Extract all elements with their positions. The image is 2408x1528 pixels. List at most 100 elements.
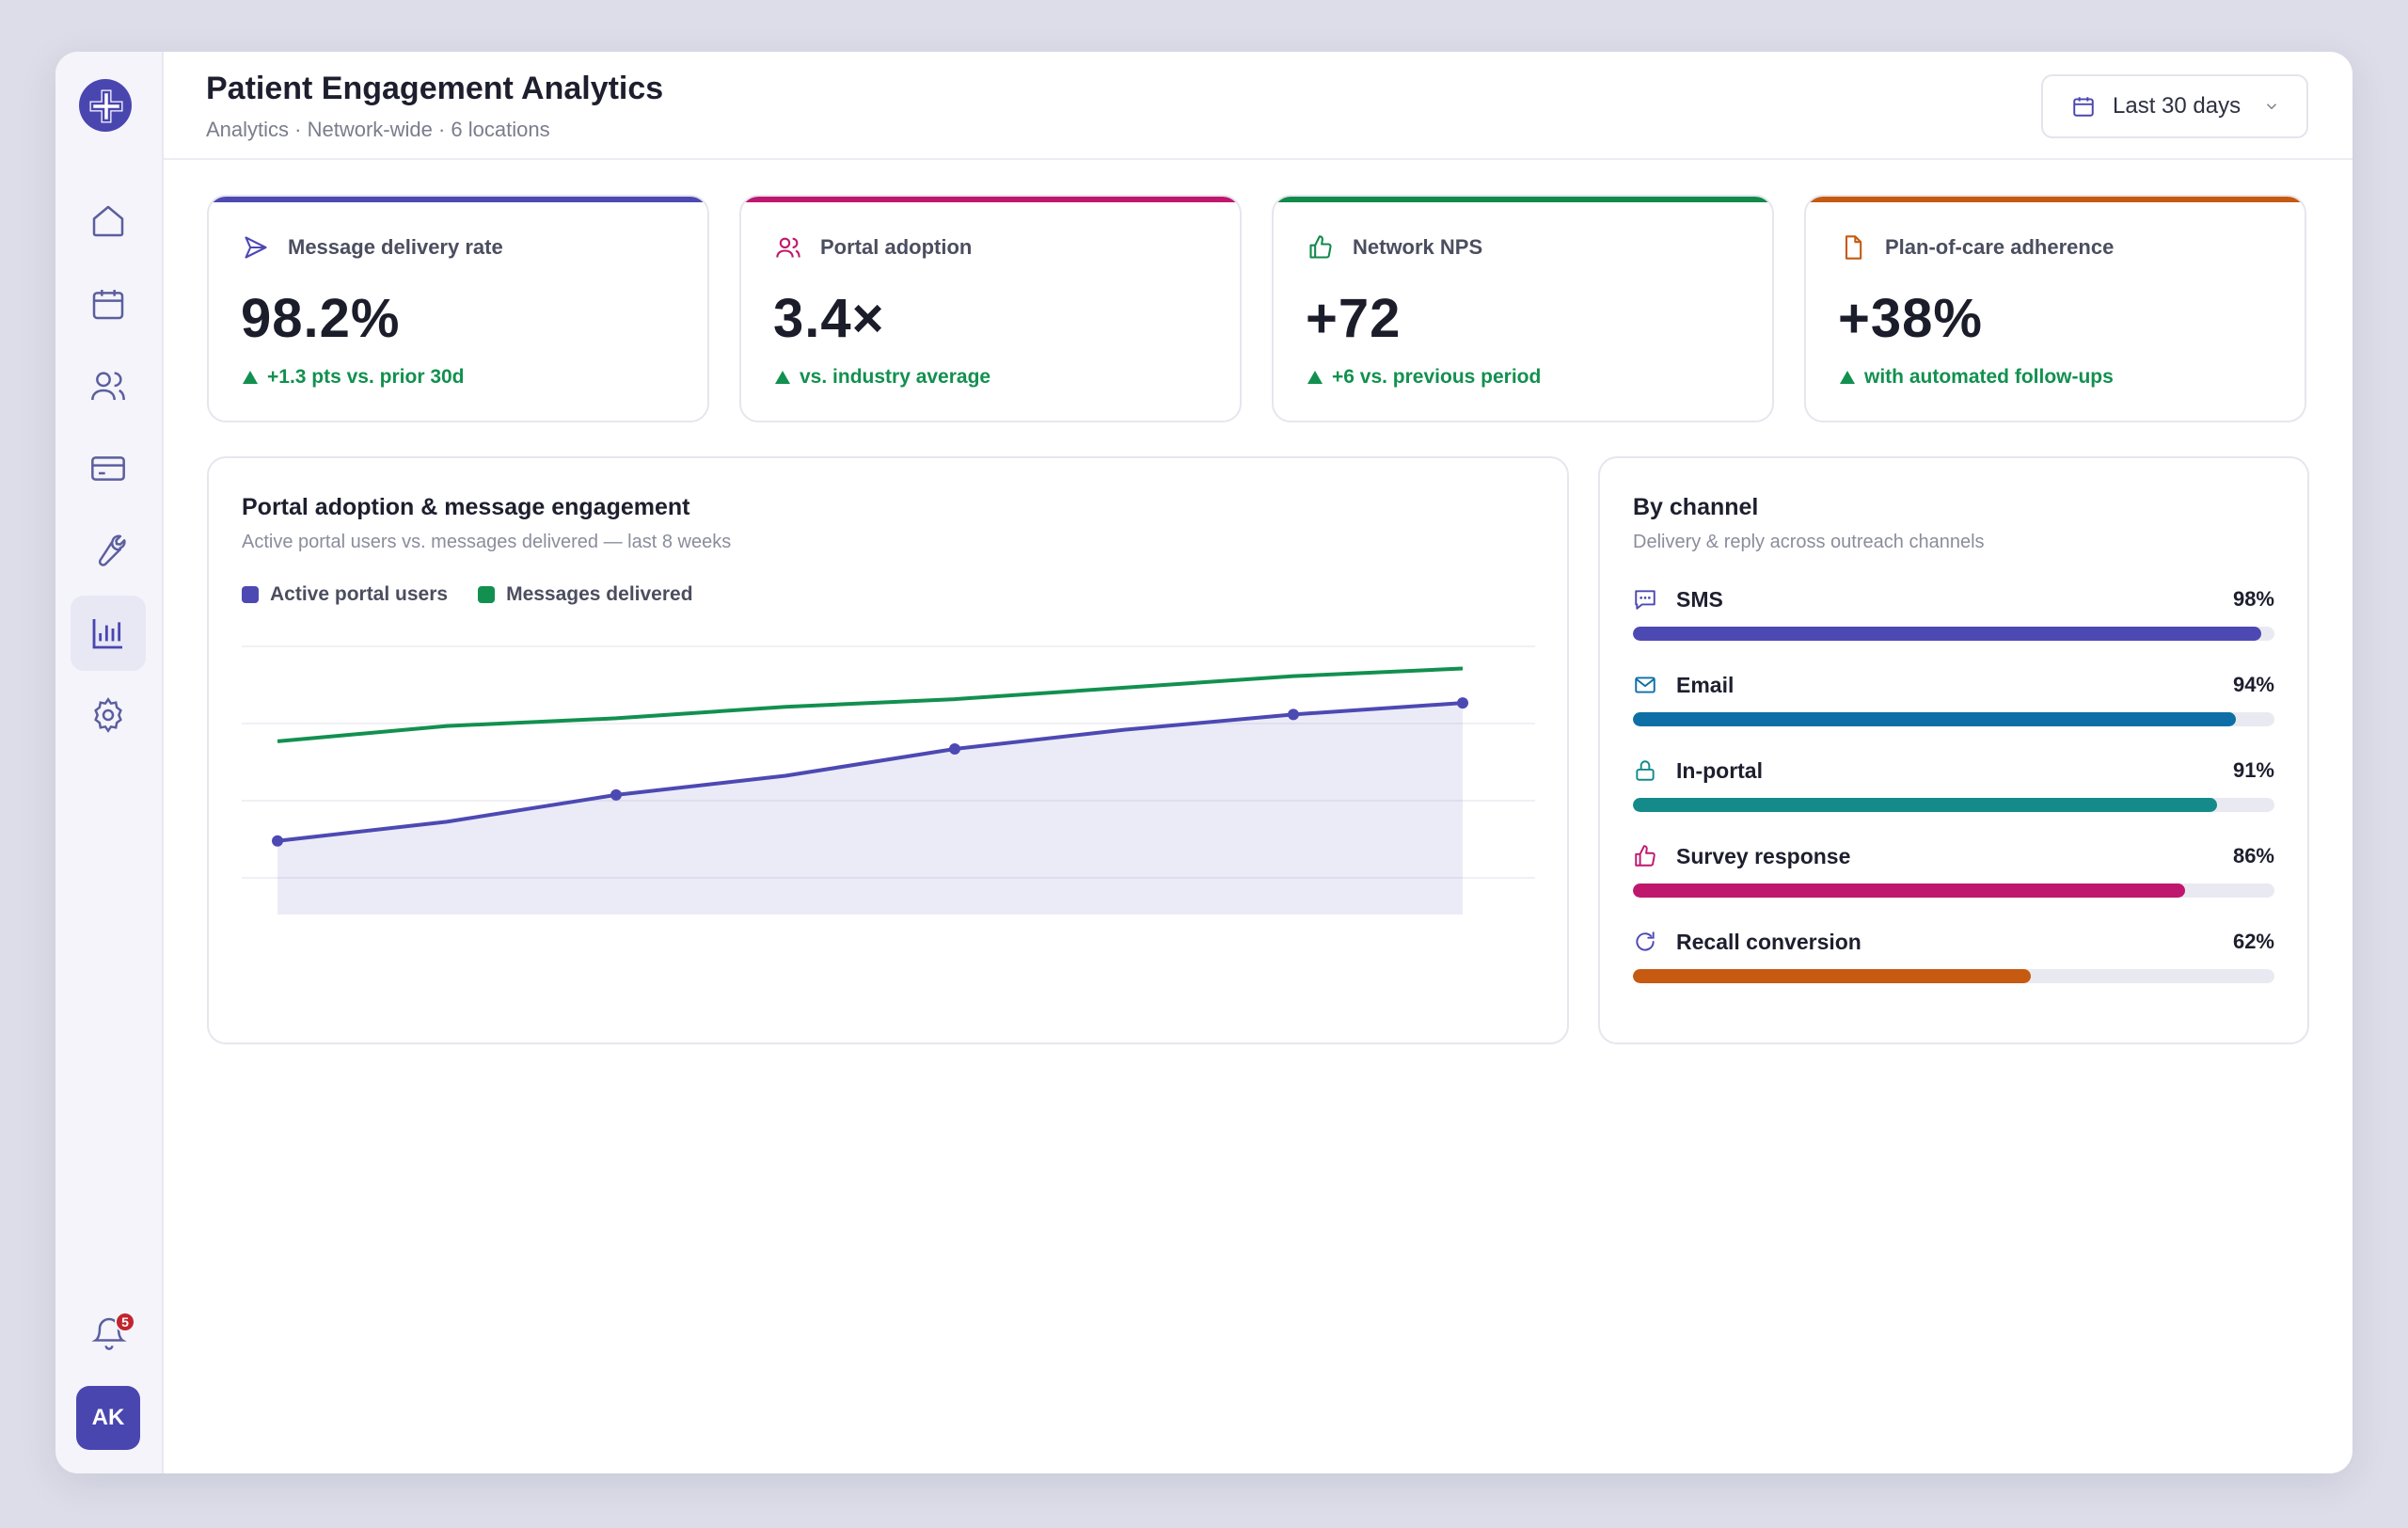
kpi-delta-text: with automated follow-ups bbox=[1864, 366, 2114, 388]
kpi-delta: vs. industry average bbox=[775, 366, 990, 389]
chat-icon bbox=[1635, 590, 1656, 610]
kpi-delta: +1.3 pts vs. prior 30d bbox=[243, 366, 465, 389]
data-point[interactable] bbox=[610, 788, 622, 801]
channel-progress-track bbox=[1633, 627, 2274, 641]
home-icon bbox=[92, 205, 124, 237]
kpi-label: Message delivery rate bbox=[288, 235, 503, 259]
refresh-icon bbox=[1636, 931, 1655, 951]
channel-progress-track bbox=[1633, 798, 2274, 812]
kpi-accent-bar bbox=[1806, 197, 2305, 202]
channel-name: Email bbox=[1676, 672, 1735, 697]
mail-icon bbox=[1635, 676, 1656, 693]
notifications-button[interactable]: 5 bbox=[79, 1303, 139, 1363]
calendar-icon bbox=[2073, 97, 2094, 117]
channel-row-survey[interactable]: Survey response 86% bbox=[1633, 842, 2274, 898]
channel-name: Survey response bbox=[1676, 843, 1851, 868]
kpi-delta-text: +6 vs. previous period bbox=[1332, 366, 1542, 388]
kpi-value: 3.4× bbox=[773, 288, 885, 349]
sidebar-item-settings[interactable] bbox=[71, 677, 146, 753]
kpi-card-care-adherence[interactable]: Plan-of-care adherence +38% with automat… bbox=[1804, 195, 2306, 422]
sidebar-item-tools[interactable] bbox=[71, 513, 146, 588]
channel-progress-track bbox=[1633, 969, 2274, 983]
notification-badge: 5 bbox=[115, 1312, 135, 1332]
legend-swatch bbox=[478, 586, 496, 603]
data-point[interactable] bbox=[949, 743, 960, 755]
channel-progress-track bbox=[1633, 883, 2274, 898]
channel-row-recall[interactable]: Recall conversion 62% bbox=[1633, 928, 2274, 983]
date-range-label: Last 30 days bbox=[2113, 93, 2242, 119]
channel-progress-fill bbox=[1633, 969, 2031, 983]
sidebar-item-home[interactable] bbox=[71, 183, 146, 259]
channel-percent: 94% bbox=[2232, 673, 2274, 696]
channel-percent: 91% bbox=[2232, 758, 2274, 782]
kpi-label: Plan-of-care adherence bbox=[1885, 235, 2115, 259]
trend-up-icon bbox=[243, 371, 258, 384]
channel-row-email[interactable]: Email 94% bbox=[1633, 671, 2274, 726]
channel-row-in-portal[interactable]: In-portal 91% bbox=[1633, 756, 2274, 812]
panel-subtitle: Active portal users vs. messages deliver… bbox=[242, 532, 732, 552]
chevron-down-icon bbox=[2267, 103, 2277, 110]
kpi-label-row: Network NPS bbox=[1307, 234, 1482, 261]
date-range-dropdown[interactable]: Last 30 days bbox=[2041, 74, 2308, 138]
avatar[interactable]: AK bbox=[76, 1386, 140, 1450]
channel-progress-fill bbox=[1633, 798, 2217, 812]
document-icon bbox=[1845, 235, 1862, 260]
trend-up-icon bbox=[1307, 371, 1323, 384]
thumbs-up-icon bbox=[1635, 845, 1656, 867]
page-title: Patient Engagement Analytics bbox=[206, 71, 664, 106]
data-point[interactable] bbox=[1457, 697, 1468, 709]
channel-progress-fill bbox=[1633, 712, 2237, 726]
legend-item-portal-users[interactable]: Active portal users bbox=[242, 583, 448, 606]
kpi-accent-bar bbox=[1274, 197, 1772, 202]
kpi-card-delivery-rate[interactable]: Message delivery rate 98.2% +1.3 pts vs.… bbox=[207, 195, 709, 422]
series-line bbox=[277, 701, 1464, 843]
trend-up-icon bbox=[775, 371, 790, 384]
kpi-value: 98.2% bbox=[241, 288, 401, 349]
legend-label: Messages delivered bbox=[506, 583, 693, 605]
channel-percent: 86% bbox=[2232, 844, 2274, 867]
data-point[interactable] bbox=[1288, 708, 1299, 721]
bar-chart-icon bbox=[92, 619, 122, 649]
kpi-value: +72 bbox=[1306, 288, 1402, 349]
kpi-delta-text: vs. industry average bbox=[800, 366, 991, 388]
channel-row-sms[interactable]: SMS 98% bbox=[1633, 585, 2274, 641]
calendar-icon bbox=[92, 290, 124, 320]
bell-icon bbox=[91, 1317, 127, 1350]
series-area bbox=[277, 703, 1463, 915]
kpi-label-row: Plan-of-care adherence bbox=[1840, 234, 2114, 261]
legend-item-messages[interactable]: Messages delivered bbox=[478, 583, 693, 606]
page-header: Patient Engagement Analytics Analytics ·… bbox=[164, 52, 2353, 160]
channel-name: In-portal bbox=[1676, 757, 1763, 783]
panel-title: Portal adoption & message engagement bbox=[242, 494, 690, 520]
sidebar-item-patients[interactable] bbox=[71, 348, 146, 423]
lock-icon bbox=[1636, 760, 1655, 781]
sidebar-item-billing[interactable] bbox=[71, 431, 146, 506]
kpi-card-portal-adoption[interactable]: Portal adoption 3.4× vs. industry averag… bbox=[739, 195, 1242, 422]
engagement-chart-panel: Portal adoption & message engagement Act… bbox=[207, 456, 1569, 1044]
app-window: 5 AK Patient Engagement Analytics Analyt… bbox=[55, 52, 2353, 1473]
channel-name: Recall conversion bbox=[1676, 929, 1861, 954]
channel-progress-fill bbox=[1633, 627, 2262, 641]
sidebar: 5 AK bbox=[55, 52, 164, 1473]
legend-label: Active portal users bbox=[270, 583, 449, 605]
app-logo[interactable] bbox=[79, 75, 139, 135]
kpi-delta: with automated follow-ups bbox=[1840, 366, 2114, 389]
channel-name: SMS bbox=[1676, 586, 1723, 612]
kpi-label-row: Message delivery rate bbox=[243, 234, 503, 261]
series-line bbox=[277, 666, 1464, 743]
thumbs-up-icon bbox=[1309, 235, 1332, 259]
kpi-label-row: Portal adoption bbox=[775, 234, 972, 261]
kpi-card-network-nps[interactable]: Network NPS +72 +6 vs. previous period bbox=[1272, 195, 1774, 422]
kpi-accent-bar bbox=[741, 197, 1240, 202]
engagement-line-chart bbox=[242, 645, 1535, 915]
panel-subtitle: Delivery & reply across outreach channel… bbox=[1633, 532, 1985, 552]
sidebar-item-analytics[interactable] bbox=[71, 596, 146, 671]
gear-icon bbox=[94, 697, 122, 733]
kpi-label: Portal adoption bbox=[820, 235, 973, 259]
channel-progress-fill bbox=[1633, 883, 2185, 898]
data-point[interactable] bbox=[272, 835, 283, 847]
chart-legend: Active portal users Messages delivered bbox=[242, 583, 693, 606]
credit-card-icon bbox=[91, 456, 125, 481]
legend-swatch bbox=[242, 586, 259, 603]
sidebar-item-calendar[interactable] bbox=[71, 266, 146, 342]
